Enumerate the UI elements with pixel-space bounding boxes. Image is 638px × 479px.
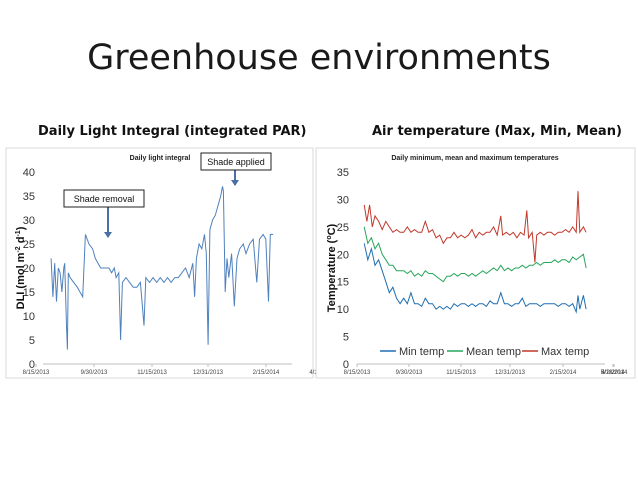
series-line bbox=[50, 186, 274, 350]
slide-title: Greenhouse environments bbox=[87, 38, 551, 78]
right-chart-heading: Air temperature (Max, Min, Mean) bbox=[372, 124, 622, 139]
x-tick-label: 9/30/2013 bbox=[396, 370, 423, 376]
annotation-box bbox=[200, 152, 272, 171]
y-tick-label: 10 bbox=[337, 304, 349, 316]
x-tick-label: 11/15/2013 bbox=[446, 370, 476, 376]
legend-label: Max temp bbox=[541, 346, 589, 358]
y-tick-label: 30 bbox=[23, 215, 35, 227]
annotation-label: Shade applied bbox=[207, 157, 265, 167]
y-tick-label: 25 bbox=[23, 239, 35, 251]
y-tick-label: 0 bbox=[343, 359, 349, 371]
y-tick-label: 0 bbox=[29, 359, 35, 371]
y-axis-label-text: d bbox=[15, 237, 27, 247]
y-axis-label-text: C) bbox=[326, 223, 338, 235]
annotation-arrow-head bbox=[104, 232, 112, 238]
annotation-arrow-head bbox=[231, 180, 239, 186]
x-tick-label: 8/15/2013 bbox=[23, 370, 50, 376]
series-line bbox=[363, 226, 587, 283]
y-tick-label: 5 bbox=[343, 332, 349, 344]
series-line bbox=[363, 243, 587, 314]
y-axis-label-text: Temperature ( bbox=[326, 239, 338, 312]
x-tick-label: 12/31/2013 bbox=[193, 370, 224, 376]
y-tick-label: 20 bbox=[23, 263, 35, 275]
x-tick-label: 4/2/2014 bbox=[601, 370, 625, 376]
y-tick-label: 15 bbox=[337, 277, 349, 289]
y-axis-label: DLI (mol m-2 d-1) bbox=[15, 226, 27, 309]
x-tick-label: 8/15/2013 bbox=[344, 370, 371, 376]
y-axis-label-text: DLI (mol m bbox=[15, 252, 27, 309]
chart-frame bbox=[315, 147, 636, 379]
annotation-box bbox=[63, 189, 145, 208]
y-tick-label: 30 bbox=[337, 194, 349, 206]
y-tick-label: 20 bbox=[337, 249, 349, 261]
y-axis-label-superscript: -2 bbox=[15, 246, 22, 252]
annotation-label: Shade removal bbox=[74, 194, 135, 204]
series-line bbox=[363, 191, 587, 263]
x-tick-label: 11/15/2013 bbox=[137, 370, 167, 376]
y-tick-label: 35 bbox=[23, 191, 35, 203]
x-tick-label: 2/15/2014 bbox=[550, 370, 577, 376]
left-chart-heading: Daily Light Integral (integrated PAR) bbox=[38, 124, 307, 139]
y-tick-label: 15 bbox=[23, 287, 35, 299]
x-tick-label: 5/18/2014 bbox=[601, 370, 628, 376]
legend-label: Mean temp bbox=[466, 346, 521, 358]
y-tick-label: 25 bbox=[337, 222, 349, 234]
chart-title: Daily minimum, mean and maximum temperat… bbox=[391, 155, 558, 162]
y-tick-label: 5 bbox=[29, 335, 35, 347]
y-tick-label: 10 bbox=[23, 311, 35, 323]
y-axis-label-superscript: -1 bbox=[15, 230, 22, 236]
legend-label: Min temp bbox=[399, 346, 444, 358]
x-tick-label: 12/31/2013 bbox=[495, 370, 526, 376]
y-axis-label-superscript: o bbox=[326, 235, 333, 239]
y-tick-label: 35 bbox=[337, 167, 349, 179]
y-axis-label-text: ) bbox=[15, 226, 27, 230]
y-tick-label: 40 bbox=[23, 167, 35, 179]
x-tick-label: 2/15/2014 bbox=[253, 370, 280, 376]
x-tick-label: 9/30/2013 bbox=[81, 370, 108, 376]
y-axis-label: Temperature (oC) bbox=[326, 223, 338, 312]
chart-title: Daily light integral bbox=[130, 155, 191, 162]
chart-frame bbox=[5, 147, 314, 379]
